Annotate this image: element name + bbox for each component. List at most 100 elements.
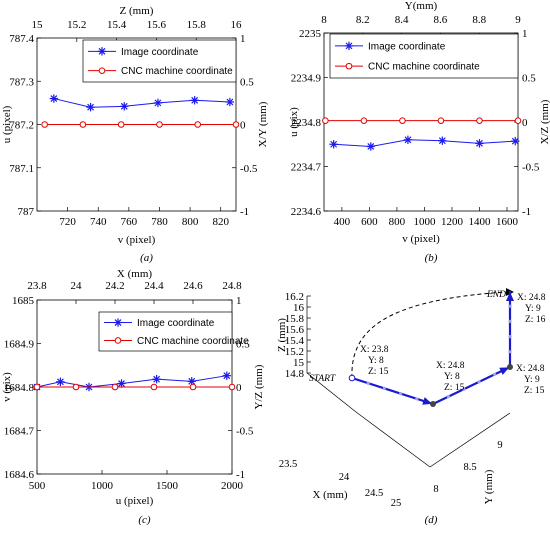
x-axis-label: v (pixel) — [118, 234, 156, 246]
x-top-tick-label: 15.2 — [67, 19, 86, 31]
cnc-data-point — [360, 117, 368, 124]
path-sample-dot — [493, 372, 497, 376]
y-right-tick-label: 0 — [240, 120, 246, 132]
panel-label: (c) — [138, 514, 151, 526]
point-label-line: Z: 15 — [368, 367, 389, 377]
y-axis-label: Y (mm) — [483, 469, 495, 504]
point-label-line: X: 24.8 — [517, 293, 546, 303]
panel-label: (b) — [425, 252, 438, 264]
image-data-point — [366, 142, 375, 151]
image-data-point — [117, 379, 126, 388]
corner-point — [430, 401, 436, 407]
y-axis-line — [429, 412, 511, 468]
cnc-data-point — [79, 121, 87, 128]
dashed-arc — [351, 291, 507, 379]
y-right-tick-label: -0.5 — [522, 162, 540, 174]
point-label-line: Y: 9 — [524, 375, 540, 385]
star-stroke — [120, 102, 128, 110]
y-right-tick-label: 0.5 — [522, 73, 536, 85]
cnc-data-point — [189, 383, 197, 391]
x-top-tick-label: 24.8 — [222, 280, 242, 292]
x-axis-label: v (pixel) — [402, 233, 440, 245]
star-stroke — [114, 319, 122, 326]
x-axis-line-front — [355, 411, 431, 468]
point-label-line: X: 24.8 — [516, 364, 545, 374]
image-data-point — [475, 139, 484, 148]
y-right-tick-label: -0.5 — [236, 426, 254, 438]
star-stroke — [153, 375, 161, 383]
y-tick-label: 1685 — [12, 295, 35, 307]
y-tick-label: 787.1 — [9, 163, 34, 175]
x-top-tick-label: 8 — [321, 14, 327, 26]
x-tick-label: 800 — [389, 216, 406, 228]
cnc-data-point — [150, 383, 158, 391]
path-sample-dot — [366, 381, 370, 385]
x-tick-label: 740 — [90, 216, 107, 228]
z-tick-label: 15.8 — [285, 313, 305, 325]
y-tick-label: 787.2 — [9, 120, 34, 132]
y-tick-label: 2234.9 — [291, 73, 322, 85]
x-top-tick-label: 16 — [231, 19, 243, 31]
path-sample-dot — [446, 395, 450, 399]
cnc-data-point — [194, 121, 202, 128]
point-label-line: Y: 9 — [525, 304, 541, 314]
cnc-data-point — [476, 117, 483, 124]
legend-label-image: Image coordinate — [137, 318, 215, 329]
x-top-tick-label: 8.2 — [356, 14, 370, 26]
z-tick-label: 15.4 — [285, 335, 305, 347]
z-axis-label: Z (mm) — [276, 318, 288, 352]
image-data-point — [511, 136, 520, 146]
x-tick-label: 1200 — [441, 216, 464, 228]
y-right-tick-label: 1 — [240, 33, 246, 45]
cnc-data-point — [437, 117, 445, 124]
y-tick-label: 1684.9 — [4, 339, 35, 351]
y-tick-label: 8.5 — [463, 462, 476, 473]
y-tick-label: 8 — [433, 484, 438, 495]
x-top-tick-label: 15.6 — [147, 19, 167, 31]
legend-label-image: Image coordinate — [368, 41, 446, 52]
point-label-line: X: 23.8 — [360, 345, 389, 355]
y-right-tick-label: -0.5 — [240, 163, 258, 175]
star-stroke — [226, 98, 234, 106]
legend-label-cnc: CNC machine coordinate — [121, 66, 233, 77]
z-tick-label: 16 — [293, 302, 305, 314]
z-tick-label: 16.2 — [285, 291, 304, 303]
cnc-data-point — [111, 383, 119, 391]
image-data-point — [86, 103, 95, 112]
star-stroke — [154, 99, 162, 107]
x-top-tick-label: 24.6 — [183, 280, 203, 292]
path-sample-dot — [382, 386, 386, 390]
y-right-tick-label: 0.5 — [236, 339, 250, 351]
image-data-point — [222, 371, 231, 380]
cnc-data-point — [33, 383, 41, 391]
y-axis-label: v (pix) — [1, 372, 13, 402]
image-data-point — [49, 94, 59, 103]
y-tick-label: 787.3 — [9, 76, 34, 88]
legend-circle-marker — [98, 67, 106, 74]
x-tick-label: 1000 — [91, 480, 114, 492]
panel-label: (a) — [140, 252, 153, 264]
y-right-axis-label: X/Z (mm) — [539, 99, 550, 144]
image-data-point — [403, 135, 413, 144]
path-sample-dot — [508, 350, 512, 354]
start-label: START — [309, 374, 336, 384]
chart-panel-c: 500 1000 1500 2000 1684.6 1684.7 1684.8 1684.9 1… — [1, 268, 265, 526]
cnc-data-point — [399, 117, 406, 124]
x-tick-label: 760 — [121, 216, 138, 228]
point-label-line: Y: 8 — [444, 372, 460, 382]
path-segment-1-arrowhead — [422, 397, 433, 405]
x-axis-label: X (mm) — [312, 489, 347, 501]
path-sample-dot — [462, 387, 466, 391]
x-tick-label: 500 — [29, 480, 46, 492]
x-top-tick-label: 23.8 — [27, 280, 47, 292]
y-axis-label: u (pixel) — [1, 105, 13, 143]
x-top-tick-label: 8.8 — [472, 14, 486, 26]
star-stroke — [404, 136, 412, 144]
point-label-line: Y: 8 — [368, 356, 384, 366]
chart-panel-b: 400 600 800 1000 1200 1400 1600 2234.6 2234.7 223… — [288, 0, 550, 264]
point-label-line: Z: 15 — [444, 383, 465, 393]
x-tick-label: 2000 — [221, 480, 244, 492]
y-right-tick-label: -1 — [522, 206, 531, 218]
cnc-data-point — [117, 121, 125, 128]
